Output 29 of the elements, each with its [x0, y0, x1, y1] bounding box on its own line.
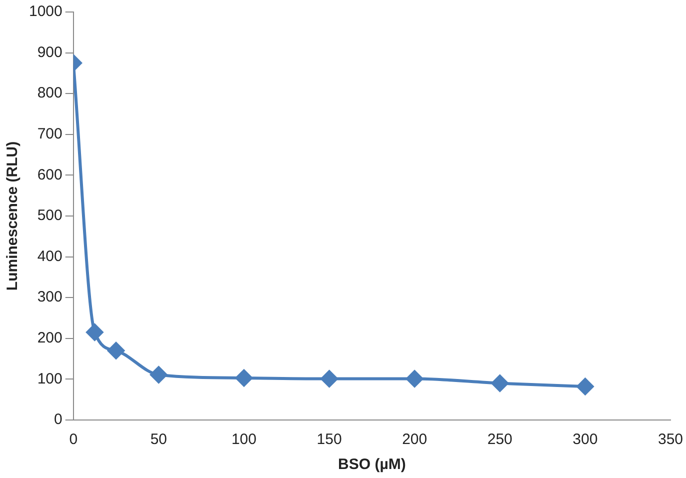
- x-tick-label: 0: [69, 431, 78, 448]
- point: [576, 378, 594, 396]
- point: [406, 370, 424, 388]
- y-tick-label: 900: [37, 44, 62, 61]
- x-tick-label: 50: [150, 431, 168, 448]
- point: [320, 370, 338, 388]
- y-tick-label: 700: [37, 126, 62, 143]
- x-tick-label: 300: [572, 431, 598, 448]
- x-axis-title: BSO (µM): [338, 456, 406, 474]
- point: [108, 342, 125, 360]
- point: [491, 374, 508, 392]
- y-tick-label: 800: [37, 84, 62, 102]
- point: [86, 324, 104, 341]
- y-tick-label: 500: [37, 207, 62, 224]
- y-tick-label: 200: [37, 330, 62, 347]
- x-tick-label: 200: [402, 431, 428, 448]
- x-tick-label: 250: [487, 431, 512, 448]
- y-tick-label: 100: [37, 370, 62, 388]
- point: [235, 369, 252, 386]
- x-tick-label: 350: [658, 431, 683, 448]
- y-tick-label: 0: [54, 411, 62, 428]
- y-axis-title: Luminescence (RLU): [4, 141, 22, 291]
- x-tick-label: 150: [316, 431, 342, 448]
- y-tick-label: 400: [37, 248, 62, 265]
- x-tick-label: 100: [231, 431, 256, 448]
- y-tick-label: 600: [37, 166, 62, 184]
- point: [150, 366, 168, 384]
- y-tick-label: 1000: [28, 3, 62, 20]
- y-tick-label: 300: [37, 288, 62, 306]
